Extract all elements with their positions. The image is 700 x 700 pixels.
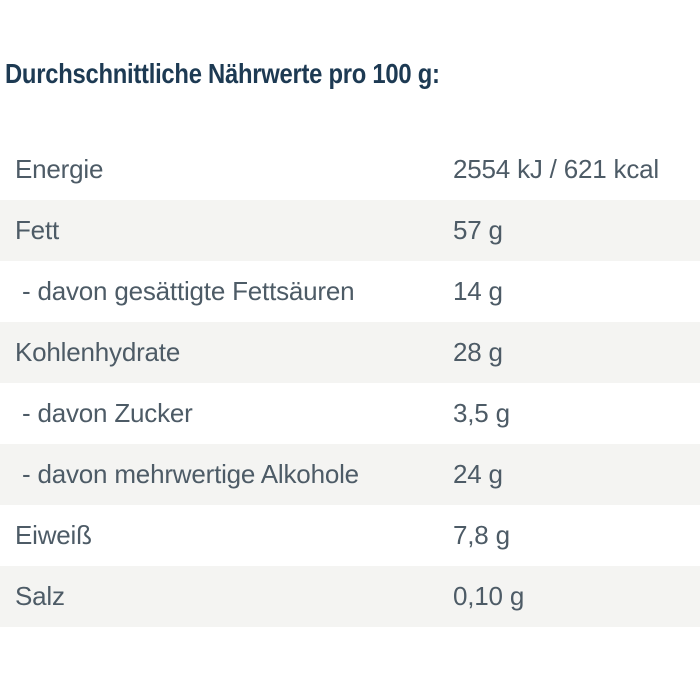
- row-label: Kohlenhydrate: [15, 337, 181, 367]
- row-label: - davon Zucker: [22, 398, 193, 428]
- table-row-kohlenhydrate: Kohlenhydrate 28 g: [0, 322, 700, 383]
- table-row-zucker: - davon Zucker 3,5 g: [0, 383, 700, 444]
- row-label: - davon mehrwertige Alkohole: [22, 459, 359, 489]
- row-label: Fett: [15, 215, 59, 245]
- table-row-gesaettigte-fettsaeuren: - davon gesättigte Fettsäuren 14 g: [0, 261, 700, 322]
- page-title: Durchschnittliche Nährwerte pro 100 g:: [5, 58, 440, 89]
- row-label: Energie: [15, 154, 104, 184]
- row-label: Salz: [15, 581, 65, 611]
- table-row-fett: Fett 57 g: [0, 200, 700, 261]
- table-row-eiweiss: Eiweiß 7,8 g: [0, 505, 700, 566]
- table-row-energie: Energie 2554 kJ / 621 kcal: [0, 139, 700, 200]
- row-value: 28 g: [453, 337, 503, 367]
- row-value: 0,10 g: [453, 581, 525, 611]
- row-label: Eiweiß: [15, 520, 92, 550]
- table-row-salz: Salz 0,10 g: [0, 566, 700, 627]
- row-value: 57 g: [453, 215, 503, 245]
- row-value: 24 g: [453, 459, 503, 489]
- row-value: 3,5 g: [453, 398, 510, 428]
- row-value: 14 g: [453, 276, 503, 306]
- table-row-mehrwertige-alkohole: - davon mehrwertige Alkohole 24 g: [0, 444, 700, 505]
- row-value: 7,8 g: [453, 520, 510, 550]
- row-value: 2554 kJ / 621 kcal: [453, 154, 659, 184]
- row-label: - davon gesättigte Fettsäuren: [22, 276, 355, 306]
- nutrition-table: Energie 2554 kJ / 621 kcal Fett 57 g - d…: [0, 139, 700, 627]
